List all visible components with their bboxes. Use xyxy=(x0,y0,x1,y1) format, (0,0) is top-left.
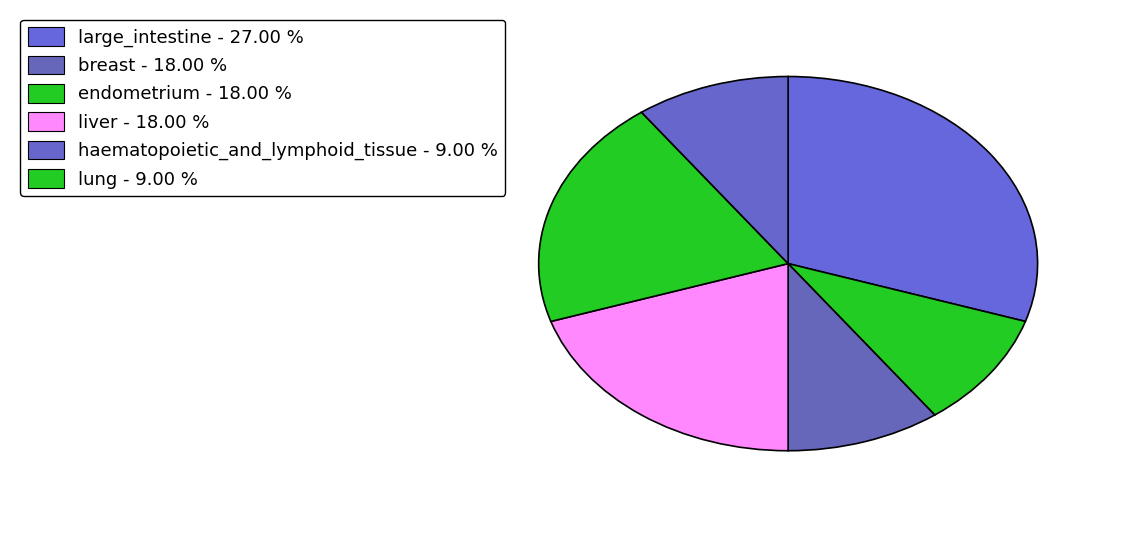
Legend: large_intestine - 27.00 %, breast - 18.00 %, endometrium - 18.00 %, liver - 18.0: large_intestine - 27.00 %, breast - 18.0… xyxy=(20,20,506,196)
Wedge shape xyxy=(642,76,788,264)
Wedge shape xyxy=(788,264,934,451)
Wedge shape xyxy=(551,264,788,451)
Wedge shape xyxy=(788,264,1025,415)
Wedge shape xyxy=(539,112,788,321)
Wedge shape xyxy=(788,76,1038,321)
